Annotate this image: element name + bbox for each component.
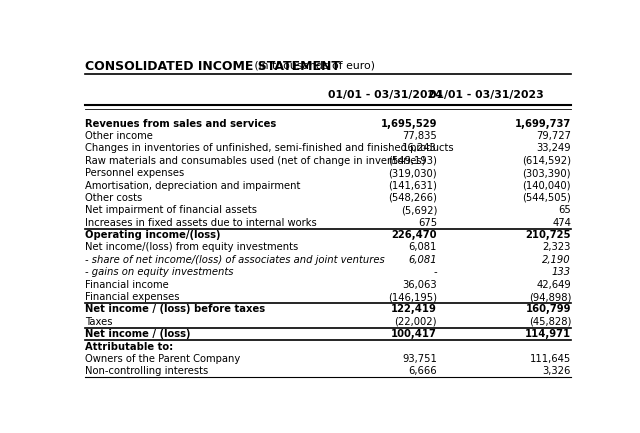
- Text: (22,002): (22,002): [395, 317, 437, 327]
- Text: Amortisation, depreciation and impairment: Amortisation, depreciation and impairmen…: [85, 181, 300, 191]
- Text: Other costs: Other costs: [85, 193, 142, 203]
- Text: Net income / (loss) before taxes: Net income / (loss) before taxes: [85, 304, 265, 314]
- Text: 01/01 - 03/31/2024: 01/01 - 03/31/2024: [328, 90, 442, 100]
- Text: 1,699,737: 1,699,737: [515, 119, 571, 129]
- Text: 65: 65: [558, 205, 571, 215]
- Text: (146,195): (146,195): [388, 292, 437, 302]
- Text: Increases in fixed assets due to internal works: Increases in fixed assets due to interna…: [85, 218, 317, 228]
- Text: 01/01 - 03/31/2023: 01/01 - 03/31/2023: [429, 90, 544, 100]
- Text: 122,419: 122,419: [391, 304, 437, 314]
- Text: Owners of the Parent Company: Owners of the Parent Company: [85, 354, 240, 364]
- Text: 226,470: 226,470: [392, 230, 437, 240]
- Text: 42,649: 42,649: [536, 280, 571, 290]
- Text: 111,645: 111,645: [530, 354, 571, 364]
- Text: 100,417: 100,417: [391, 329, 437, 339]
- Text: - share of net income/(loss) of associates and joint ventures: - share of net income/(loss) of associat…: [85, 255, 385, 265]
- Text: (319,030): (319,030): [388, 168, 437, 178]
- Text: 6,081: 6,081: [408, 255, 437, 265]
- Text: (544,505): (544,505): [522, 193, 571, 203]
- Text: Changes in inventories of unfinished, semi-finished and finished products: Changes in inventories of unfinished, se…: [85, 143, 454, 153]
- Text: (303,390): (303,390): [522, 168, 571, 178]
- Text: 93,751: 93,751: [403, 354, 437, 364]
- Text: 160,799: 160,799: [525, 304, 571, 314]
- Text: (140,040): (140,040): [522, 181, 571, 191]
- Text: 77,835: 77,835: [403, 131, 437, 141]
- Text: 16,243: 16,243: [403, 143, 437, 153]
- Text: 2,190: 2,190: [543, 255, 571, 265]
- Text: 474: 474: [552, 218, 571, 228]
- Text: (614,592): (614,592): [522, 156, 571, 166]
- Text: 6,081: 6,081: [409, 242, 437, 252]
- Text: Raw materials and consumables used (net of change in inventories): Raw materials and consumables used (net …: [85, 156, 426, 166]
- Text: (94,898): (94,898): [529, 292, 571, 302]
- Text: 210,725: 210,725: [525, 230, 571, 240]
- Text: (in thousands of euro): (in thousands of euro): [251, 60, 375, 70]
- Text: -: -: [433, 267, 437, 277]
- Text: CONSOLIDATED INCOME STATEMENT: CONSOLIDATED INCOME STATEMENT: [85, 60, 340, 73]
- Text: - gains on equity investments: - gains on equity investments: [85, 267, 234, 277]
- Text: 33,249: 33,249: [536, 143, 571, 153]
- Text: 79,727: 79,727: [536, 131, 571, 141]
- Text: (548,266): (548,266): [388, 193, 437, 203]
- Text: Operating income/(loss): Operating income/(loss): [85, 230, 220, 240]
- Text: Other income: Other income: [85, 131, 153, 141]
- Text: 675: 675: [418, 218, 437, 228]
- Text: 36,063: 36,063: [403, 280, 437, 290]
- Text: Attributable to:: Attributable to:: [85, 342, 173, 352]
- Text: 1,695,529: 1,695,529: [381, 119, 437, 129]
- Text: (5,692): (5,692): [401, 205, 437, 215]
- Text: 3,326: 3,326: [543, 366, 571, 376]
- Text: 114,971: 114,971: [525, 329, 571, 339]
- Text: 6,666: 6,666: [408, 366, 437, 376]
- Text: (549,193): (549,193): [388, 156, 437, 166]
- Text: (141,631): (141,631): [388, 181, 437, 191]
- Text: Taxes: Taxes: [85, 317, 113, 327]
- Text: Net impairment of financial assets: Net impairment of financial assets: [85, 205, 257, 215]
- Text: 2,323: 2,323: [543, 242, 571, 252]
- Text: Personnel expenses: Personnel expenses: [85, 168, 184, 178]
- Text: Net income/(loss) from equity investments: Net income/(loss) from equity investment…: [85, 242, 298, 252]
- Text: Net income / (loss): Net income / (loss): [85, 329, 191, 339]
- Text: Financial expenses: Financial expenses: [85, 292, 179, 302]
- Text: (45,828): (45,828): [529, 317, 571, 327]
- Text: Non-controlling interests: Non-controlling interests: [85, 366, 208, 376]
- Text: Financial income: Financial income: [85, 280, 169, 290]
- Text: 133: 133: [552, 267, 571, 277]
- Text: Revenues from sales and services: Revenues from sales and services: [85, 119, 276, 129]
